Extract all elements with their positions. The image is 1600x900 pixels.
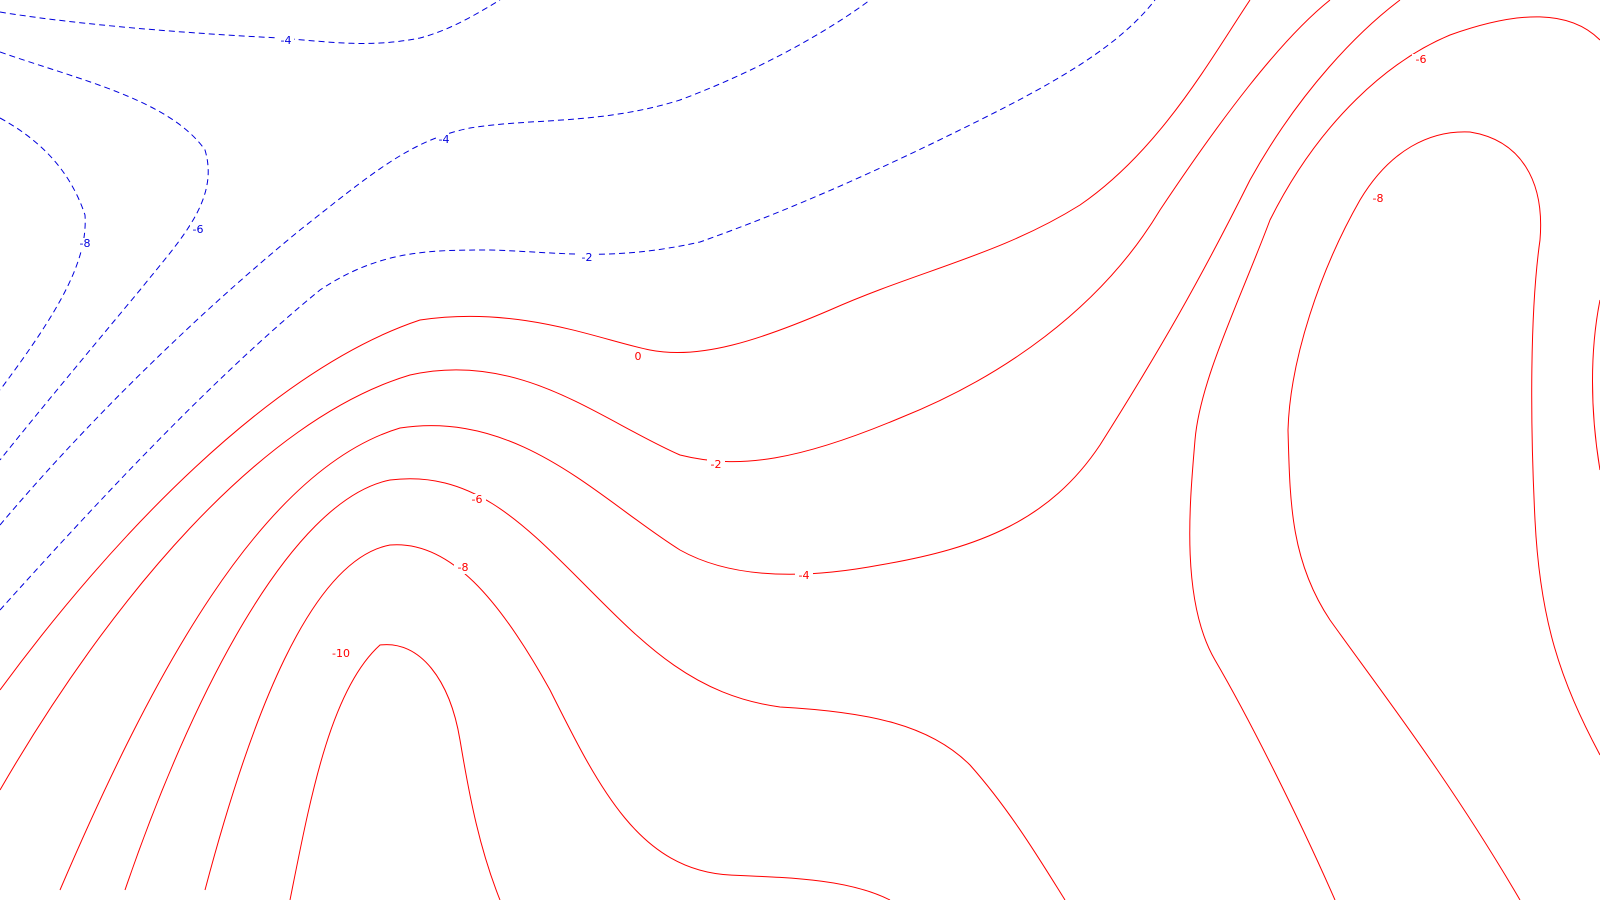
label-pos-10: -10: [332, 647, 350, 660]
label-right-6: -6: [1416, 53, 1427, 66]
label-neg-2-mid: -2: [582, 251, 593, 264]
contour-line-pos-0: [0, 0, 1251, 691]
contour-line-pos-2: [0, 0, 1331, 791]
label-neg-4-mid: -4: [439, 133, 450, 146]
label-neg-4-top: -4: [281, 34, 292, 47]
contour-line-pos-6: [124, 478, 1066, 900]
label-right-8: -8: [1373, 192, 1384, 205]
contour-line-pos-10: [289, 644, 501, 900]
label-neg-6-left: -6: [193, 223, 204, 236]
label-pos-4: -4: [799, 569, 810, 582]
contour-line-right-8: [1287, 131, 1600, 900]
contour-line-right-edge: [1592, 299, 1600, 471]
label-pos-6: -6: [472, 493, 483, 506]
contour-line-pos-4: [59, 0, 1401, 891]
contour-labels: -4 -8 -6 -4 -2 0 -2 -4 -6 -8 -10 -6 -8: [77, 34, 1430, 660]
label-pos-8: -8: [458, 561, 469, 574]
label-neg-8-left: -8: [80, 237, 91, 250]
label-pos-2: -2: [711, 458, 722, 471]
contour-line-pos-8: [204, 544, 891, 900]
contour-line-neg-2-mid: [0, 0, 1156, 611]
contour-line-neg-4-mid: [0, 0, 871, 526]
contour-line-neg-4-top: [0, 0, 501, 44]
label-pos-0: 0: [635, 350, 642, 363]
contour-line-right-6: [1189, 16, 1600, 900]
